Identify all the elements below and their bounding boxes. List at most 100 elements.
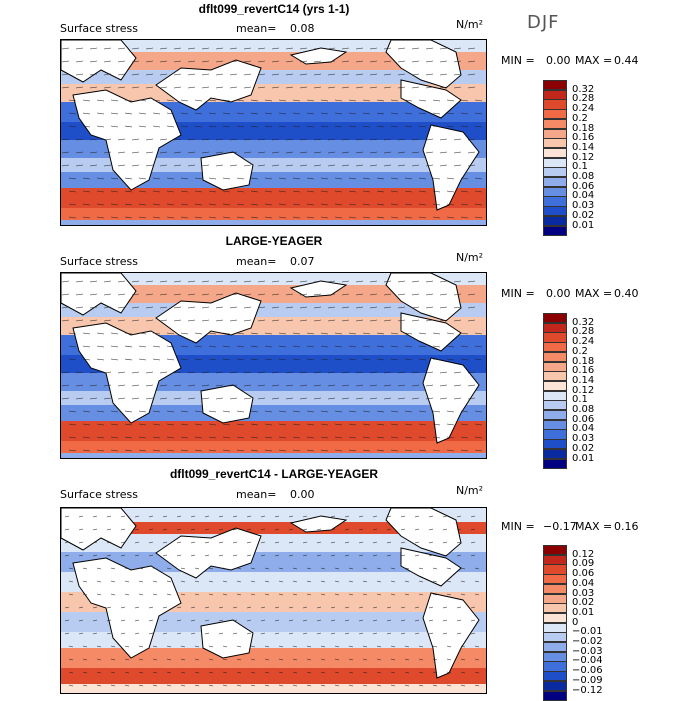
stress-vector [120, 554, 126, 557]
stress-vector [250, 99, 259, 102]
stress-vector [362, 216, 371, 219]
stress-vector [327, 306, 336, 309]
stress-vector [222, 99, 231, 102]
stress-vector [173, 397, 182, 400]
stress-vector [306, 436, 315, 439]
stress-vector [134, 632, 140, 635]
stress-vector [369, 73, 378, 76]
stress-vector [411, 73, 420, 76]
stress-vector [162, 554, 168, 557]
stress-vector [124, 567, 130, 570]
colorbar-tick-label: −0.01 [572, 626, 603, 638]
stress-vector [299, 371, 308, 374]
colorbar-cell [543, 429, 567, 440]
stress-vector [187, 138, 196, 141]
shaded-band [61, 172, 486, 188]
stress-vector [355, 138, 364, 141]
stress-vector [285, 371, 294, 374]
stress-vector [446, 423, 455, 426]
stress-vector [404, 449, 413, 452]
stress-vector [117, 47, 126, 50]
stress-vector [176, 515, 182, 518]
stress-vector [180, 593, 186, 596]
stress-vector [61, 397, 70, 400]
stress-vector [355, 60, 364, 63]
stress-vector [264, 125, 273, 128]
map-field [61, 508, 486, 693]
stress-vector [124, 658, 130, 661]
stress-vector [278, 112, 287, 115]
stress-vector [64, 554, 70, 557]
stress-vector [243, 60, 252, 63]
stress-vector [411, 371, 420, 374]
stress-vector [257, 384, 266, 387]
stress-vector [208, 684, 214, 687]
stress-vector [341, 164, 350, 167]
colorbar-tick-label: 0 [572, 616, 579, 628]
colorbar-tick-label: 0.18 [572, 122, 595, 134]
stress-vector [418, 125, 427, 128]
stress-vector [61, 280, 70, 283]
stress-vector [306, 345, 315, 348]
colorbar-cell [543, 99, 567, 110]
stress-vector [208, 99, 217, 102]
stress-vector [453, 164, 462, 167]
colorbar-tick-label: 0.03 [572, 587, 595, 599]
colorbar-cell [543, 118, 567, 129]
stress-vector [110, 177, 119, 180]
stress-vector [456, 632, 462, 635]
stress-vector [246, 554, 252, 557]
stress-vector [446, 190, 455, 193]
stress-vector [103, 73, 112, 76]
colorbar-tick-label: 0.02 [572, 442, 595, 454]
colorbar-tick-label: 0.32 [572, 83, 595, 95]
stress-vector [418, 345, 427, 348]
stress-vector [278, 125, 287, 128]
stress-vector [222, 684, 228, 687]
stress-vector [103, 384, 112, 387]
landmass [155, 292, 262, 344]
field-label: Surface stress [60, 488, 138, 501]
stress-vector [201, 397, 210, 400]
stress-vector [278, 658, 284, 661]
stress-vector [208, 345, 217, 348]
stress-vector [376, 436, 385, 439]
stress-vector [208, 358, 217, 361]
stress-vector [344, 619, 350, 622]
stress-vector [264, 593, 270, 596]
stress-vector [316, 632, 322, 635]
stress-vector [82, 436, 91, 439]
stress-vector [285, 164, 294, 167]
stress-vector [145, 47, 154, 50]
stress-vector [68, 112, 77, 115]
stress-vector [78, 632, 84, 635]
stress-vector [75, 151, 84, 154]
stress-vector [439, 86, 448, 89]
colorbar-tick-label: 0.01 [572, 219, 595, 231]
stress-vector [285, 293, 294, 296]
stress-vector [386, 619, 392, 622]
stress-vector [334, 99, 343, 102]
stress-vector [320, 112, 329, 115]
stress-vector [341, 384, 350, 387]
stress-vector [218, 554, 224, 557]
stress-vector [229, 319, 238, 322]
stress-vector [397, 306, 406, 309]
stress-vector [341, 86, 350, 89]
colorbar-cell [543, 109, 567, 120]
stress-vector [306, 645, 312, 648]
stress-vector [145, 60, 154, 63]
stress-vector [236, 593, 242, 596]
stress-vector [159, 397, 168, 400]
stress-vector [152, 645, 158, 648]
stress-vector [68, 580, 74, 583]
stress-vector [453, 397, 462, 400]
stress-vector [110, 203, 119, 206]
stress-vector [292, 99, 301, 102]
stress-vector [376, 203, 385, 206]
stress-vector [439, 306, 448, 309]
stress-vector [460, 567, 466, 570]
stress-vector [194, 358, 203, 361]
stress-vector [166, 423, 175, 426]
stress-vector [390, 580, 396, 583]
